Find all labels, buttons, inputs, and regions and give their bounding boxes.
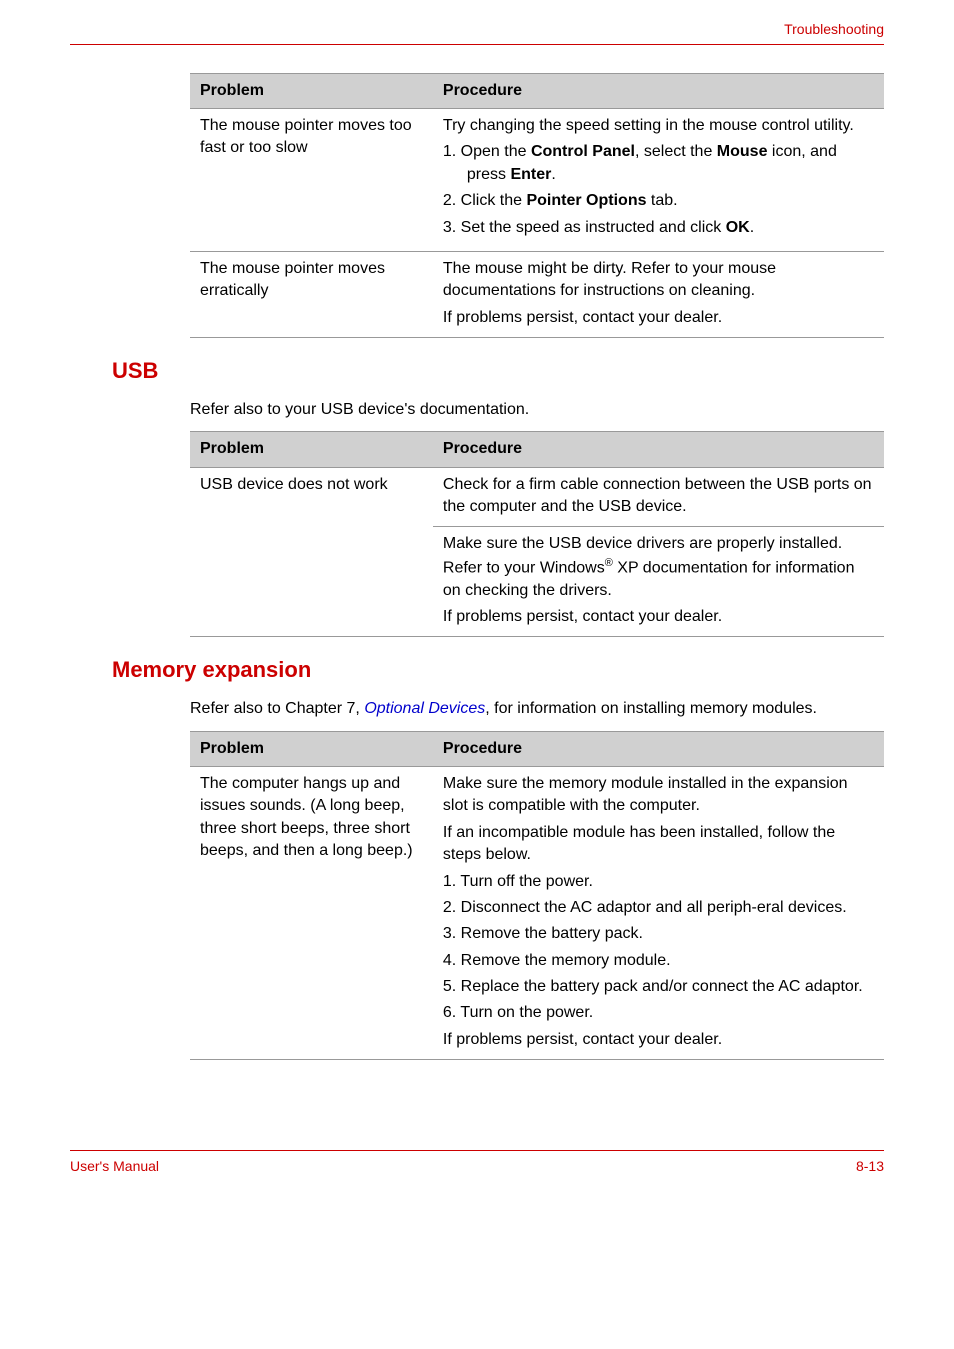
section-intro: Refer also to Chapter 7, Optional Device…	[190, 698, 884, 720]
procedure-text: If problems persist, contact your dealer…	[443, 307, 874, 329]
page-footer: User's Manual 8-13	[70, 1150, 884, 1177]
link-optional-devices[interactable]: Optional Devices	[364, 700, 485, 717]
problem-cell: The mouse pointer moves too fast or too …	[190, 108, 433, 251]
col-header-procedure: Procedure	[433, 731, 884, 766]
procedure-cell: The mouse might be dirty. Refer to your …	[433, 251, 884, 337]
step-item: 4. Remove the memory module.	[443, 950, 874, 972]
troubleshooting-table-memory: Problem Procedure The computer hangs up …	[190, 731, 884, 1061]
table-row: The computer hangs up and issues sounds.…	[190, 766, 884, 1059]
footer-left-text: User's Manual	[70, 1157, 159, 1177]
page-header: Troubleshooting	[70, 20, 884, 45]
procedure-steps: 1. Open the Control Panel, select the Mo…	[443, 141, 874, 239]
step-item: 3. Remove the battery pack.	[443, 923, 874, 945]
procedure-text: If problems persist, contact your dealer…	[443, 1029, 874, 1051]
doc-title: Troubleshooting	[70, 20, 884, 40]
table-row: USB device does not work Check for a fir…	[190, 467, 884, 527]
procedure-text: Try changing the speed setting in the mo…	[443, 115, 874, 137]
col-header-procedure: Procedure	[433, 73, 884, 108]
procedure-text: Make sure the USB device drivers are pro…	[443, 533, 874, 602]
table-row: The mouse pointer moves erratically The …	[190, 251, 884, 337]
step-item: 3. Set the speed as instructed and click…	[443, 217, 874, 239]
troubleshooting-table-usb: Problem Procedure USB device does not wo…	[190, 431, 884, 637]
problem-cell-empty	[190, 527, 433, 637]
step-item: 5. Replace the battery pack and/or conne…	[443, 976, 874, 998]
step-item: 2. Click the Pointer Options tab.	[443, 190, 874, 212]
problem-cell: USB device does not work	[190, 467, 433, 527]
footer-page-number: 8-13	[856, 1157, 884, 1177]
step-item: 2. Disconnect the AC adaptor and all per…	[443, 897, 874, 919]
step-item: 6. Turn on the power.	[443, 1002, 874, 1024]
troubleshooting-table-mouse: Problem Procedure The mouse pointer move…	[190, 73, 884, 339]
procedure-text: Make sure the memory module installed in…	[443, 773, 874, 818]
procedure-cell: Make sure the USB device drivers are pro…	[433, 527, 884, 637]
table-row: The mouse pointer moves too fast or too …	[190, 108, 884, 251]
procedure-cell: Try changing the speed setting in the mo…	[433, 108, 884, 251]
procedure-steps: 1. Turn off the power. 2. Disconnect the…	[443, 871, 874, 1025]
col-header-problem: Problem	[190, 432, 433, 467]
section-intro: Refer also to your USB device's document…	[190, 399, 884, 421]
procedure-text: If problems persist, contact your dealer…	[443, 606, 874, 628]
procedure-cell: Check for a firm cable connection betwee…	[433, 467, 884, 527]
col-header-procedure: Procedure	[433, 432, 884, 467]
col-header-problem: Problem	[190, 73, 433, 108]
step-item: 1. Open the Control Panel, select the Mo…	[443, 141, 874, 186]
section-heading-usb: USB	[112, 356, 884, 387]
section-heading-memory: Memory expansion	[112, 655, 884, 686]
col-header-problem: Problem	[190, 731, 433, 766]
procedure-cell: Make sure the memory module installed in…	[433, 766, 884, 1059]
table-row: Make sure the USB device drivers are pro…	[190, 527, 884, 637]
problem-cell: The computer hangs up and issues sounds.…	[190, 766, 433, 1059]
step-item: 1. Turn off the power.	[443, 871, 874, 893]
procedure-text: The mouse might be dirty. Refer to your …	[443, 258, 874, 303]
problem-cell: The mouse pointer moves erratically	[190, 251, 433, 337]
procedure-text: If an incompatible module has been insta…	[443, 822, 874, 867]
